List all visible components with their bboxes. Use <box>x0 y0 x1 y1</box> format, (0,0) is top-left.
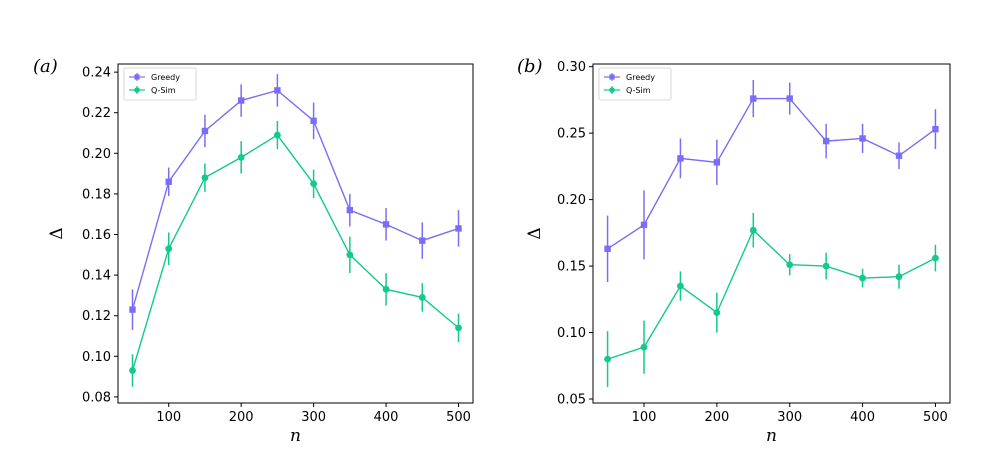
y-tick-label: 0.18 <box>82 187 111 202</box>
x-tick-label: 300 <box>301 410 326 425</box>
q-sim-data-point <box>640 343 648 351</box>
q-sim-data-point <box>749 226 757 234</box>
y-tick-label: 0.25 <box>557 127 586 142</box>
q-sim-data-point <box>382 285 390 293</box>
y-axis-label: Δ <box>525 227 545 239</box>
greedy-data-point <box>237 97 245 104</box>
q-sim-data-point <box>201 174 209 182</box>
q-sim-data-point <box>455 324 462 332</box>
plot-frame <box>117 63 474 404</box>
greedy-data-point <box>677 155 684 162</box>
y-tick-label: 0.20 <box>557 193 586 208</box>
legend: Greedy Q-Sim <box>598 67 672 101</box>
greedy-data-point <box>346 206 354 214</box>
x-axis-label: n <box>766 426 777 446</box>
q-sim-data-point <box>822 262 830 270</box>
legend-label-greedy: Greedy <box>626 73 655 82</box>
q-sim-data-point <box>310 180 318 188</box>
greedy-data-point <box>455 225 462 232</box>
q-sim-data-point <box>786 261 794 269</box>
x-tick-label: 200 <box>229 410 254 425</box>
q-sim-data-point <box>895 273 903 281</box>
greedy-data-point <box>201 127 209 135</box>
q-sim-data-point <box>604 355 611 363</box>
y-tick-label: 0.08 <box>82 390 111 405</box>
y-tick-label: 0.22 <box>82 106 111 121</box>
x-tick-label: 500 <box>923 410 948 425</box>
legend-frame <box>598 67 672 101</box>
chart-panel-b: 100 200 300 400 500 0.05 0.10 0.15 0.20 0.25 0.30 n… <box>517 56 951 446</box>
panel-label: (b) <box>517 56 543 77</box>
plot-frame <box>592 63 951 404</box>
q-sim-data-point <box>273 131 281 139</box>
legend: Greedy Q-Sim <box>123 67 197 101</box>
q-sim-data-point <box>859 274 866 282</box>
y-tick-label: 0.10 <box>82 350 111 365</box>
q-sim-data-point <box>165 245 173 253</box>
y-tick-label: 0.12 <box>82 309 111 324</box>
greedy-data-point <box>310 117 317 125</box>
greedy-data-point <box>382 221 390 228</box>
legend-marker-greedy <box>609 74 615 80</box>
x-tick-label: 200 <box>704 410 729 425</box>
greedy-data-point <box>274 87 281 94</box>
greedy-data-point <box>604 245 611 252</box>
y-tick-label: 0.20 <box>82 147 111 162</box>
legend-marker-q-sim <box>609 87 615 93</box>
x-axis-label: n <box>290 426 301 446</box>
chart-panel-a: 100 200 300 400 500 0.08 0.10 0.12 0.14 0.16 0.18 0… <box>33 56 474 446</box>
legend-label-greedy: Greedy <box>151 73 180 82</box>
q-sim-data-point <box>418 294 426 301</box>
y-axis-label: Δ <box>47 227 67 239</box>
q-sim-data-point <box>129 367 136 374</box>
greedy-data-point <box>713 159 721 166</box>
greedy-data-point <box>786 95 793 102</box>
q-sim-data-point <box>346 251 354 259</box>
q-sim-data-point <box>677 282 684 290</box>
greedy-data-point <box>859 135 866 142</box>
y-tick-label: 0.30 <box>557 60 586 75</box>
greedy-data-point <box>932 125 939 133</box>
y-tick-label: 0.24 <box>82 66 111 81</box>
greedy-series-line <box>131 89 459 310</box>
x-tick-label: 100 <box>632 410 657 425</box>
q-sim-data-point <box>237 153 245 161</box>
y-tick-label: 0.14 <box>82 269 111 284</box>
greedy-series-line <box>607 97 936 250</box>
legend-marker-q-sim <box>134 87 140 93</box>
x-tick-label: 400 <box>374 410 399 425</box>
legend-label-q-sim: Q-Sim <box>626 86 651 95</box>
greedy-data-point <box>129 306 136 313</box>
legend-marker-greedy <box>134 74 140 80</box>
greedy-data-point <box>640 221 648 229</box>
y-tick-label: 0.05 <box>557 393 586 408</box>
q-sim-series-line <box>131 134 459 371</box>
greedy-data-point <box>895 152 903 159</box>
legend-frame <box>123 67 197 101</box>
y-tick-label: 0.16 <box>82 228 111 243</box>
legend-label-q-sim: Q-Sim <box>151 86 176 95</box>
x-tick-label: 300 <box>777 410 802 425</box>
x-tick-label: 500 <box>446 410 471 425</box>
panel-label: (a) <box>33 56 58 77</box>
q-sim-series-line <box>607 228 936 360</box>
greedy-data-point <box>750 95 757 102</box>
q-sim-data-point <box>932 254 939 262</box>
greedy-data-point <box>165 178 172 185</box>
greedy-data-point <box>419 237 426 244</box>
x-tick-label: 400 <box>850 410 875 425</box>
q-sim-data-point <box>713 309 721 316</box>
y-tick-label: 0.10 <box>557 326 586 341</box>
x-tick-label: 100 <box>156 410 181 425</box>
greedy-data-point <box>822 137 830 145</box>
y-tick-label: 0.15 <box>557 260 586 275</box>
